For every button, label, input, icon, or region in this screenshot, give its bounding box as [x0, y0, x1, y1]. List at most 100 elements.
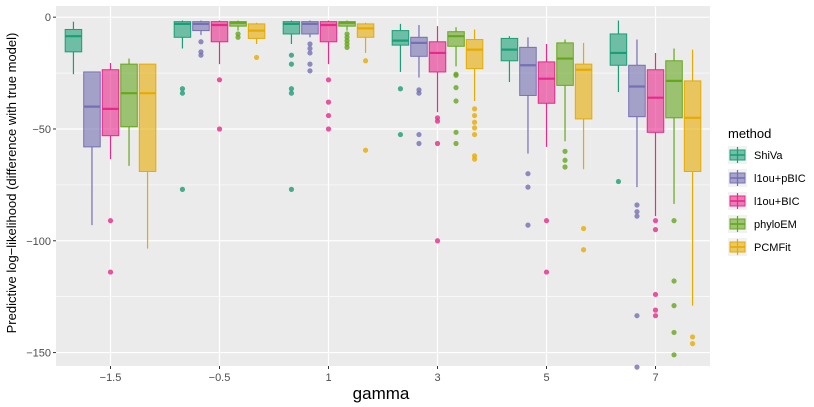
outlier-point [107, 218, 114, 224]
y-tick-label: −50 [32, 124, 51, 136]
box-group [500, 36, 519, 83]
outlier-point [307, 68, 313, 74]
legend-label: l1ou+pBIC [754, 173, 806, 185]
outlier-point [288, 52, 295, 58]
box [537, 61, 556, 104]
box [628, 64, 646, 118]
outlier-point [689, 341, 696, 347]
box [683, 80, 702, 172]
outlier-point [344, 44, 350, 50]
box-group [301, 20, 319, 74]
box [210, 21, 229, 43]
outlier-point [288, 86, 295, 92]
outlier-point [179, 186, 186, 192]
outlier-point [288, 186, 295, 192]
box-group [210, 20, 229, 132]
boxes-layer [64, 20, 702, 370]
box [665, 60, 683, 119]
outlier-point [198, 39, 204, 45]
box [101, 69, 120, 137]
box [609, 33, 628, 66]
outlier-point [471, 125, 478, 131]
box [83, 71, 101, 148]
legend-label: l1ou+BIC [754, 196, 800, 208]
x-axis-title: gamma [353, 384, 410, 403]
outlier-point [471, 156, 478, 162]
outlier-point [253, 54, 260, 61]
box-group [628, 39, 646, 370]
box [192, 21, 210, 32]
box-group [120, 58, 138, 166]
y-tick-label: −150 [26, 348, 51, 360]
x-tick-label: −0.5 [209, 372, 231, 384]
outlier-point [179, 90, 186, 96]
outlier-point [107, 269, 114, 275]
outlier-point [198, 52, 204, 58]
box-group [247, 22, 266, 61]
box-group [173, 20, 192, 192]
x-tick-label: 3 [434, 372, 440, 384]
outlier-point [562, 164, 568, 170]
box-group [646, 52, 665, 319]
outlier-point [652, 313, 659, 319]
x-tick-label: 1 [325, 372, 331, 384]
box [319, 21, 338, 43]
box-group [229, 20, 247, 40]
outlier-point [416, 90, 422, 96]
outlier-point [362, 58, 369, 64]
outlier-point [615, 178, 622, 185]
x-tick-label: 5 [543, 372, 549, 384]
y-tick-label: 0 [45, 12, 51, 24]
outlier-point [471, 106, 478, 112]
outlier-point [416, 140, 422, 147]
outlier-point [671, 218, 677, 224]
box [428, 41, 447, 73]
outlier-point [543, 269, 550, 275]
box [120, 63, 138, 128]
outlier-point [453, 140, 459, 147]
legend-item: l1ou+pBIC [728, 169, 806, 187]
box-group [282, 20, 301, 192]
box-group [683, 49, 702, 347]
x-tick-label: −1.5 [100, 372, 122, 384]
box [556, 42, 574, 86]
outlier-point [471, 131, 478, 138]
outlier-point [434, 118, 441, 124]
box-group [101, 63, 120, 275]
outlier-point [216, 77, 223, 83]
outlier-point [288, 61, 295, 67]
outlier-point [307, 61, 313, 67]
outlier-point [634, 213, 640, 219]
plot-panel [56, 6, 710, 366]
outlier-point [525, 171, 531, 177]
outlier-point [652, 218, 659, 224]
legend: method ShiVa l1ou+pBIC l1ou+BIC phyloEM PCMF… [728, 126, 806, 256]
outlier-point [671, 329, 677, 336]
outlier-point [543, 218, 550, 224]
box [229, 21, 247, 27]
legend-item: l1ou+BIC [728, 192, 800, 210]
x-tick-label: 7 [652, 372, 658, 384]
box-group [192, 20, 210, 58]
outlier-point [362, 147, 369, 153]
outlier-point [307, 45, 313, 52]
outlier-point [325, 77, 332, 83]
outlier-point [416, 131, 422, 138]
box-group [665, 48, 683, 358]
outlier-point [235, 34, 241, 40]
legend-item: ShiVa [728, 146, 783, 164]
grid-lines [56, 6, 710, 366]
outlier-point [307, 41, 313, 47]
legend-item: phyloEM [728, 215, 797, 233]
box-group [537, 44, 556, 275]
box [519, 46, 537, 96]
box-group [138, 63, 157, 249]
box [173, 21, 192, 38]
outlier-point [634, 209, 640, 215]
y-tick-label: −100 [26, 236, 51, 248]
box-group [465, 29, 484, 162]
box-group [391, 23, 410, 138]
legend-title: method [728, 126, 771, 141]
outlier-point [288, 90, 295, 96]
